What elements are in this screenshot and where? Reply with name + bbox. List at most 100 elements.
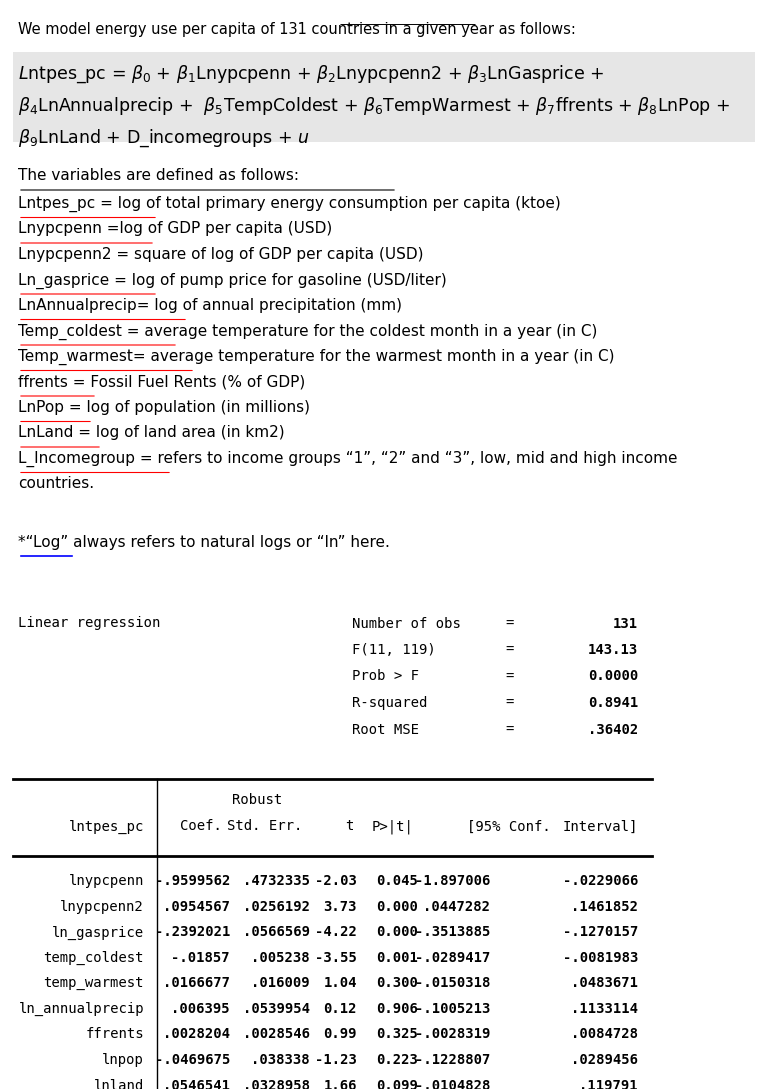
Text: =: =: [505, 722, 513, 736]
Text: 0.001: 0.001: [376, 951, 418, 965]
Text: .016009: .016009: [251, 977, 310, 991]
Text: lnland: lnland: [94, 1078, 144, 1089]
Text: .0539954: .0539954: [243, 1002, 310, 1016]
Text: -4.22: -4.22: [315, 926, 357, 940]
Text: .1133114: .1133114: [571, 1002, 638, 1016]
Text: Lnypcpenn =log of GDP per capita (USD): Lnypcpenn =log of GDP per capita (USD): [18, 221, 333, 236]
Text: [95% Conf.: [95% Conf.: [467, 820, 551, 833]
Text: .0084728: .0084728: [571, 1028, 638, 1041]
Text: -.0289417: -.0289417: [415, 951, 490, 965]
Text: Lnypcpenn2 = square of log of GDP per capita (USD): Lnypcpenn2 = square of log of GDP per ca…: [18, 247, 423, 262]
Text: ln_gasprice: ln_gasprice: [52, 926, 144, 940]
Text: 0.0000: 0.0000: [588, 670, 638, 684]
Text: -.0150318: -.0150318: [415, 977, 490, 991]
Text: $\beta_4$LnAnnualprecip +  $\beta_5$TempColdest + $\beta_6$TempWarmest + $\beta_: $\beta_4$LnAnnualprecip + $\beta_5$TempC…: [18, 95, 730, 117]
Text: lntpes_pc: lntpes_pc: [68, 820, 144, 834]
Text: =: =: [505, 670, 513, 684]
Text: ffrents: ffrents: [85, 1028, 144, 1041]
Text: Root MSE: Root MSE: [352, 722, 419, 736]
Text: Temp_warmest= average temperature for the warmest month in a year (in C): Temp_warmest= average temperature for th…: [18, 348, 614, 365]
Text: 0.223: 0.223: [376, 1053, 418, 1067]
Text: L_Incomegroup = refers to income groups “1”, “2” and “3”, low, mid and high inco: L_Incomegroup = refers to income groups …: [18, 451, 677, 467]
Text: -1.897006: -1.897006: [415, 874, 490, 889]
Text: 0.906: 0.906: [376, 1002, 418, 1016]
Text: 143.13: 143.13: [588, 643, 638, 657]
Text: .005238: .005238: [251, 951, 310, 965]
Text: -.3513885: -.3513885: [415, 926, 490, 940]
Text: .0328958: .0328958: [243, 1078, 310, 1089]
Text: 0.099: 0.099: [376, 1078, 418, 1089]
Text: .36402: .36402: [588, 722, 638, 736]
Text: $\beta_9$LnLand + D_incomegroups + $u$: $\beta_9$LnLand + D_incomegroups + $u$: [18, 127, 310, 148]
Text: Interval]: Interval]: [563, 820, 638, 833]
Text: lnpop: lnpop: [102, 1053, 144, 1067]
Text: *“Log” always refers to natural logs or “ln” here.: *“Log” always refers to natural logs or …: [18, 535, 390, 550]
Text: -.0028319: -.0028319: [415, 1028, 490, 1041]
Text: lnypcpenn2: lnypcpenn2: [60, 900, 144, 914]
Text: t: t: [346, 820, 354, 833]
Text: .0566569: .0566569: [243, 926, 310, 940]
Text: 0.000: 0.000: [376, 926, 418, 940]
Text: .0483671: .0483671: [571, 977, 638, 991]
Text: lnypcpenn: lnypcpenn: [68, 874, 144, 889]
Text: -.01857: -.01857: [171, 951, 230, 965]
Text: .0954567: .0954567: [163, 900, 230, 914]
Text: temp_coldest: temp_coldest: [44, 951, 144, 965]
Text: .0289456: .0289456: [571, 1053, 638, 1067]
Text: .119791: .119791: [579, 1078, 638, 1089]
Text: -1.23: -1.23: [315, 1053, 357, 1067]
Text: 131: 131: [613, 616, 638, 631]
Text: .0256192: .0256192: [243, 900, 310, 914]
Text: .006395: .006395: [171, 1002, 230, 1016]
Text: =: =: [505, 643, 513, 657]
FancyBboxPatch shape: [13, 52, 755, 142]
Text: -.1005213: -.1005213: [415, 1002, 490, 1016]
Text: Ln_gasprice = log of pump price for gasoline (USD/liter): Ln_gasprice = log of pump price for gaso…: [18, 272, 447, 289]
Text: -3.55: -3.55: [315, 951, 357, 965]
Text: Std. Err.: Std. Err.: [227, 820, 302, 833]
Text: Robust: Robust: [232, 793, 282, 807]
Text: Lntpes_pc = log of total primary energy consumption per capita (ktoe): Lntpes_pc = log of total primary energy …: [18, 196, 561, 212]
Text: 0.99: 0.99: [323, 1028, 357, 1041]
Text: .0447282: .0447282: [423, 900, 490, 914]
Text: -.0104828: -.0104828: [415, 1078, 490, 1089]
Text: Prob > F: Prob > F: [352, 670, 419, 684]
Text: .038338: .038338: [251, 1053, 310, 1067]
Text: -.9599562: -.9599562: [154, 874, 230, 889]
Text: .0166677: .0166677: [163, 977, 230, 991]
Text: .0028204: .0028204: [163, 1028, 230, 1041]
Text: -.0081983: -.0081983: [563, 951, 638, 965]
Text: -.0469675: -.0469675: [154, 1053, 230, 1067]
Text: 0.300: 0.300: [376, 977, 418, 991]
Text: R-squared: R-squared: [352, 696, 427, 710]
Text: countries.: countries.: [18, 477, 94, 491]
Text: F(11, 119): F(11, 119): [352, 643, 435, 657]
Text: $\mathit{L}$ntpes_pc = $\beta_0$ + $\beta_1$Lnypcpenn + $\beta_2$Lnypcpenn2 + $\: $\mathit{L}$ntpes_pc = $\beta_0$ + $\bet…: [18, 63, 604, 85]
Text: temp_warmest: temp_warmest: [44, 977, 144, 991]
Text: -2.03: -2.03: [315, 874, 357, 889]
Text: Coef.: Coef.: [180, 820, 222, 833]
Text: .0028546: .0028546: [243, 1028, 310, 1041]
Text: Number of obs: Number of obs: [352, 616, 461, 631]
Text: ffrents = Fossil Fuel Rents (% of GDP): ffrents = Fossil Fuel Rents (% of GDP): [18, 375, 305, 390]
Text: 1.04: 1.04: [323, 977, 357, 991]
Text: LnLand = log of land area (in km2): LnLand = log of land area (in km2): [18, 426, 285, 440]
Text: LnPop = log of population (in millions): LnPop = log of population (in millions): [18, 400, 310, 415]
Text: 1.66: 1.66: [323, 1078, 357, 1089]
Text: 0.045: 0.045: [376, 874, 418, 889]
Text: -.1270157: -.1270157: [563, 926, 638, 940]
Text: We model energy use per capita of 131 countries in a given year as follows:: We model energy use per capita of 131 co…: [18, 22, 576, 37]
Text: ln_annualprecip: ln_annualprecip: [18, 1002, 144, 1016]
Text: 0.12: 0.12: [323, 1002, 357, 1016]
Text: 0.8941: 0.8941: [588, 696, 638, 710]
Text: LnAnnualprecip= log of annual precipitation (mm): LnAnnualprecip= log of annual precipitat…: [18, 298, 402, 313]
Text: 3.73: 3.73: [323, 900, 357, 914]
Text: =: =: [505, 696, 513, 710]
Text: -.1228807: -.1228807: [415, 1053, 490, 1067]
Text: Temp_coldest = average temperature for the coldest month in a year (in C): Temp_coldest = average temperature for t…: [18, 323, 598, 340]
Text: .0546541: .0546541: [163, 1078, 230, 1089]
Text: .4732335: .4732335: [243, 874, 310, 889]
Text: 0.000: 0.000: [376, 900, 418, 914]
Text: .1461852: .1461852: [571, 900, 638, 914]
Text: -.2392021: -.2392021: [154, 926, 230, 940]
